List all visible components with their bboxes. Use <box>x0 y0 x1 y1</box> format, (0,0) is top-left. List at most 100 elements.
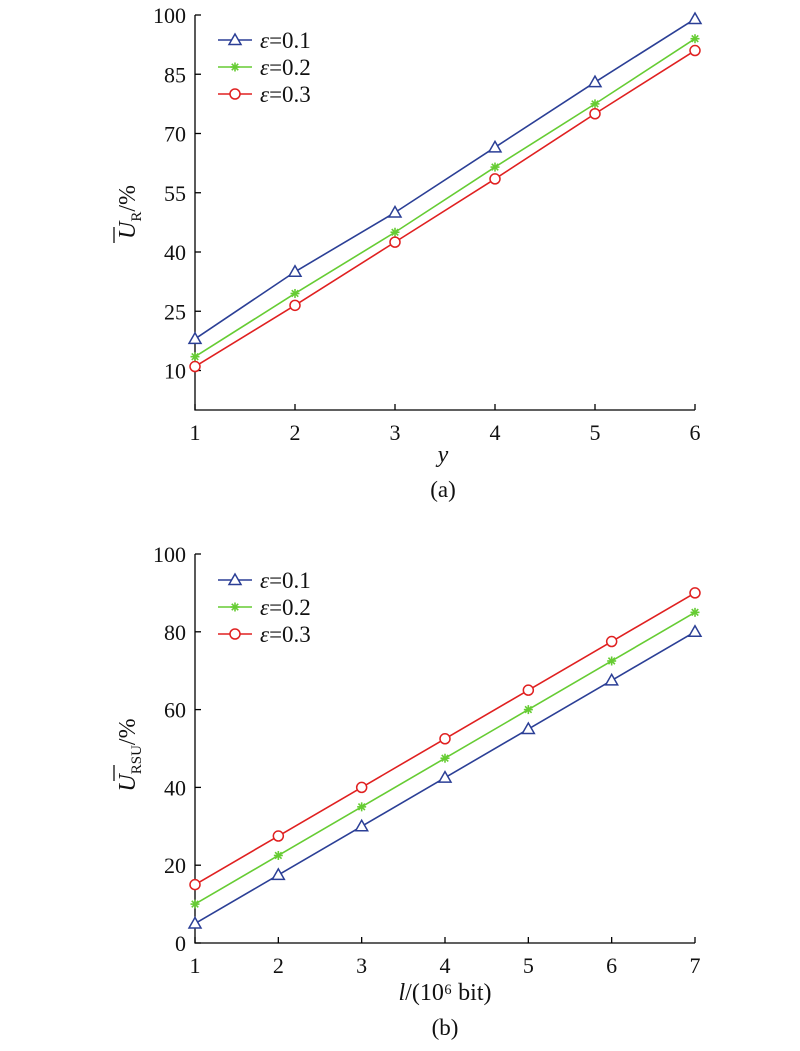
legend-marker-b-1 <box>227 572 243 586</box>
data-point-a-2 <box>490 162 500 172</box>
x-tick-label-a: 6 <box>690 420 701 445</box>
data-point-a-2 <box>290 288 300 298</box>
y-tick-label-a: 40 <box>164 240 186 265</box>
legend-marker-a-2 <box>230 62 240 72</box>
data-point-b-3 <box>605 635 618 648</box>
y-tick-label-a: 25 <box>164 299 186 324</box>
data-point-b-3 <box>272 830 285 842</box>
data-point-a-1 <box>387 204 403 218</box>
data-point-b-1 <box>521 721 536 735</box>
x-tick-label-b: 2 <box>273 953 284 978</box>
data-point-a-3 <box>389 236 401 248</box>
series-line-a-1 <box>194 18 696 340</box>
data-point-b-1 <box>271 867 286 881</box>
legend-label-b-3: ε=0.3 <box>260 622 311 647</box>
legend-label-a-3: ε=0.3 <box>260 82 311 107</box>
caption-b: (b) <box>432 1015 459 1040</box>
legend-a: ε=0.1ε=0.2ε=0.3 <box>218 28 311 107</box>
data-point-b-3 <box>355 781 368 794</box>
data-point-b-3 <box>689 587 701 599</box>
chart-panel-b: 0 20 40 60 80 100 1 2 3 4 5 6 7 ε=0.1ε=0.2ε=0.3 URS… <box>113 542 703 1040</box>
data-point-b-1 <box>437 770 453 783</box>
x-tick-label-a: 3 <box>390 420 401 445</box>
y-axis-label-b: URSU/% <box>115 718 145 791</box>
y-tick-label-b: 60 <box>164 698 186 723</box>
x-axis-label-b: l/(10⁶ bit) <box>398 980 491 1006</box>
data-point-b-3 <box>439 733 451 745</box>
data-point-b-2 <box>523 705 533 715</box>
y-tick-label-b: 80 <box>164 620 186 645</box>
y-axis-subscript-b: RSU <box>129 745 145 774</box>
data-point-a-3 <box>189 360 201 373</box>
y-axis-subscript-a: R <box>129 212 145 222</box>
data-point-a-1 <box>587 74 603 88</box>
y-tick-label-a: 100 <box>153 3 186 28</box>
data-point-b-1 <box>187 916 203 929</box>
data-point-a-1 <box>687 11 703 25</box>
data-point-a-1 <box>187 331 203 345</box>
caption-a: (a) <box>430 477 456 502</box>
data-point-a-2 <box>390 227 400 237</box>
series-line-a-2 <box>194 38 696 358</box>
y-ticks-a: 10 25 40 55 70 85 100 <box>153 3 201 384</box>
x-tick-label-a: 5 <box>590 420 601 445</box>
data-point-b-2 <box>357 802 367 812</box>
legend-marker-b-2 <box>230 602 240 612</box>
x-axis-label-a: y <box>436 442 449 468</box>
legend-label-a-1: ε=0.1 <box>260 28 311 53</box>
y-tick-label-b: 20 <box>164 853 186 878</box>
data-point-b-3 <box>189 878 201 891</box>
data-point-a-1 <box>487 139 503 153</box>
data-point-b-2 <box>607 656 617 666</box>
data-point-a-1 <box>287 264 303 277</box>
data-point-a-3 <box>689 44 701 57</box>
y-tick-label-a: 70 <box>164 122 186 147</box>
series-line-a-3 <box>194 49 696 368</box>
series-a <box>187 11 703 373</box>
data-point-a-2 <box>690 34 700 44</box>
y-axis-unit-a: /% <box>115 185 141 212</box>
legend-b: ε=0.1ε=0.2ε=0.3 <box>218 568 311 647</box>
x-tick-label-b: 1 <box>190 953 201 978</box>
x-ticks-b: 1 2 3 4 5 6 7 <box>190 937 701 978</box>
y-tick-label-a: 55 <box>164 181 186 206</box>
data-point-a-2 <box>190 352 200 362</box>
data-point-b-2 <box>690 607 700 617</box>
data-point-b-1 <box>354 818 369 832</box>
data-point-b-3 <box>522 684 535 696</box>
x-tick-label-a: 4 <box>490 420 501 445</box>
data-point-a-3 <box>589 108 601 120</box>
x-tick-label-b: 4 <box>440 953 451 978</box>
y-ticks-b: 0 20 40 60 80 100 <box>153 542 201 956</box>
legend-marker-a-1 <box>227 32 243 46</box>
data-point-a-3 <box>489 173 501 185</box>
y-axis-symbol-b: U <box>115 773 141 792</box>
data-point-a-3 <box>289 299 301 312</box>
data-point-a-2 <box>590 99 600 109</box>
y-axis-unit-b: /% <box>115 718 141 745</box>
x-ticks-a: 1 2 3 4 5 6 <box>190 404 701 445</box>
data-point-b-1 <box>687 624 703 638</box>
x-tick-label-b: 5 <box>523 953 534 978</box>
data-point-b-2 <box>190 899 200 909</box>
data-point-b-1 <box>604 672 619 686</box>
x-tick-label-b: 6 <box>606 953 617 978</box>
x-tick-label-b: 3 <box>356 953 367 978</box>
y-tick-label-a: 10 <box>164 359 186 384</box>
legend-label-b-1: ε=0.1 <box>260 568 311 593</box>
y-tick-label-b: 40 <box>164 775 186 800</box>
data-point-b-2 <box>273 850 283 860</box>
chart-panel-a: 10 25 40 55 70 85 100 1 2 3 4 5 6 ε=0.1ε=0.2ε=0.3 U… <box>113 3 703 502</box>
data-point-b-2 <box>440 753 450 763</box>
series-b <box>187 587 703 929</box>
y-tick-label-b: 100 <box>153 542 186 567</box>
legend-marker-a-3 <box>229 88 241 100</box>
y-tick-label-b: 0 <box>175 931 186 956</box>
x-tick-label-b: 7 <box>690 953 701 978</box>
y-tick-label-a: 85 <box>164 62 186 87</box>
x-tick-label-a: 2 <box>290 420 301 445</box>
legend-label-b-2: ε=0.2 <box>260 595 311 620</box>
y-axis-symbol-a: U <box>115 220 141 239</box>
y-axis-label-a: UR/% <box>115 185 145 239</box>
